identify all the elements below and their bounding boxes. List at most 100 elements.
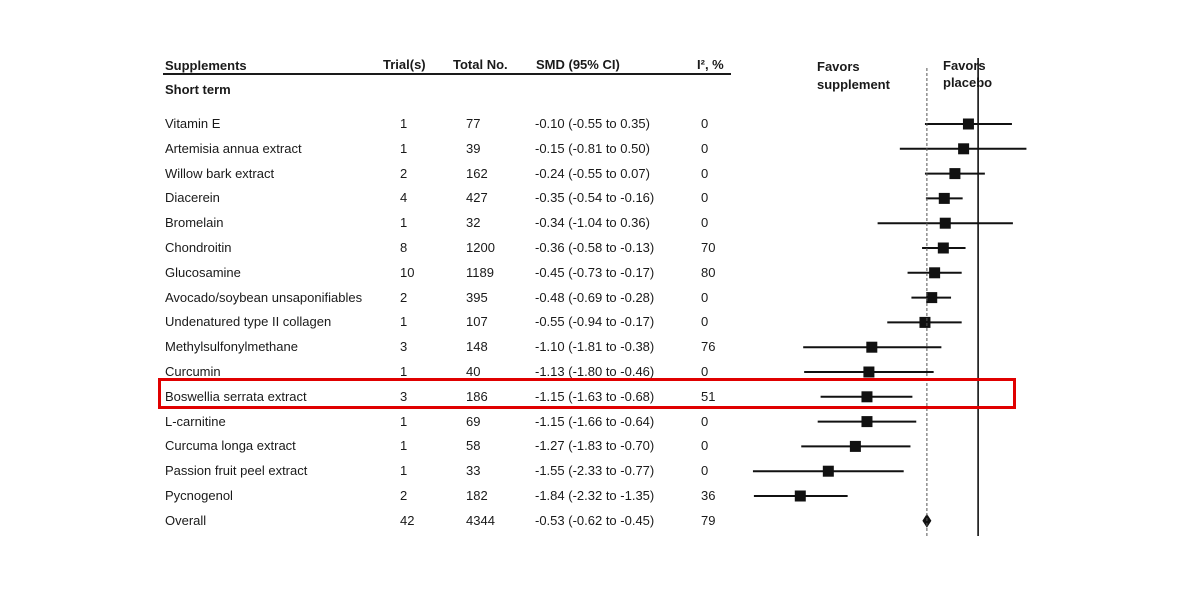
cell-trials: 1 — [400, 413, 408, 429]
cell-total: 40 — [466, 364, 481, 379]
col-header-total: Total No. — [453, 57, 508, 72]
cell-i2: 0 — [701, 463, 709, 479]
cell-i2: 0 — [701, 140, 709, 156]
cell-total: 32 — [466, 215, 481, 231]
forest-row — [753, 490, 848, 502]
cell-trials: 1 — [400, 463, 408, 479]
cell-name: Curcumin — [165, 364, 221, 379]
cell-i2: 51 — [701, 388, 716, 404]
cell-smd-text: -1.55 (-2.33 to -0.77) — [535, 463, 655, 479]
highlight-box — [158, 378, 1016, 409]
cell-smd-text: -0.10 (-0.55 to 0.35) — [535, 116, 650, 131]
cell-i2: 0 — [701, 289, 709, 305]
cell-trials: 1 — [400, 364, 408, 379]
point-estimate — [962, 118, 974, 130]
cell-total: 77 — [466, 116, 481, 131]
cell-name: Vitamin E — [165, 116, 221, 131]
favors-supplement-label-1: Favors — [817, 59, 860, 74]
forest-row — [922, 242, 966, 254]
point-estimate — [919, 316, 931, 328]
cell-name: Chondroitin — [165, 240, 232, 255]
cell-smd-text: -1.13 (-1.80 to -0.46) — [535, 364, 655, 379]
cell-total: 39 — [466, 140, 481, 156]
forest-row — [877, 217, 1013, 229]
forest-row — [911, 292, 952, 304]
forest-row — [804, 366, 934, 378]
point-estimate — [958, 143, 970, 155]
cell-total: 1189 — [466, 264, 494, 280]
forest-row — [887, 316, 962, 328]
point-estimate — [794, 490, 806, 502]
forest-row — [925, 192, 963, 204]
favors-placebo-label-1: Favors — [943, 58, 986, 73]
cell-smd-text: -0.34 (-1.04 to 0.36) — [535, 215, 650, 231]
cell-i2: 79 — [701, 512, 716, 528]
cell-trials: 4 — [400, 190, 408, 206]
cell-total: 1200 — [466, 240, 495, 255]
cell-name: Glucosamine — [165, 264, 241, 280]
cell-name: Diacerein — [165, 190, 220, 206]
col-header-trials: Trial(s) — [383, 57, 426, 72]
cell-smd-text: -1.15 (-1.66 to -0.64) — [535, 413, 655, 429]
cell-i2: 80 — [701, 264, 716, 280]
cell-total: 107 — [466, 314, 488, 330]
cell-trials: 1 — [400, 116, 408, 131]
point-estimate — [937, 242, 949, 254]
cell-total: 186 — [466, 388, 488, 404]
cell-i2: 0 — [701, 314, 709, 330]
cell-name: Willow bark extract — [165, 165, 275, 181]
cell-total: 33 — [466, 463, 481, 479]
cell-smd-text: -1.10 (-1.81 to -0.38) — [535, 339, 655, 355]
col-header-smd: SMD (95% CI) — [536, 57, 620, 72]
cell-trials: 3 — [400, 388, 408, 404]
cell-trials: 3 — [400, 339, 408, 355]
section-label: Short term — [165, 82, 231, 97]
cell-trials: 1 — [400, 314, 408, 330]
cell-name: Boswellia serrata extract — [165, 388, 307, 404]
cell-trials: 2 — [400, 488, 408, 503]
forest-row — [924, 168, 985, 180]
cell-smd-text: -0.36 (-0.58 to -0.13) — [535, 240, 655, 255]
cell-smd-text: -0.15 (-0.81 to 0.50) — [535, 140, 650, 156]
cell-name: Pycnogenol — [165, 488, 233, 503]
header-rule — [163, 73, 731, 75]
cell-i2: 36 — [701, 488, 716, 503]
cell-total: 69 — [466, 413, 481, 429]
cell-trials: 10 — [400, 264, 415, 280]
point-estimate — [938, 192, 950, 204]
point-estimate — [929, 267, 941, 279]
cell-name: Overall — [165, 512, 207, 528]
cell-name: Undenatured type II collagen — [165, 314, 332, 330]
cell-smd-text: -0.24 (-0.55 to 0.07) — [535, 165, 650, 181]
cell-i2: 0 — [701, 190, 709, 206]
cell-i2: 0 — [701, 364, 709, 379]
point-estimate — [949, 168, 961, 180]
cell-i2: 76 — [701, 339, 716, 355]
col-header-supplements: Supplements — [165, 58, 247, 73]
point-estimate — [939, 217, 951, 229]
cell-smd-text: -1.27 (-1.83 to -0.70) — [535, 438, 655, 454]
cell-smd-text: -0.53 (-0.62 to -0.45) — [535, 512, 655, 528]
col-header-i2: I², % — [697, 57, 724, 72]
forest-row — [752, 465, 904, 477]
favors-supplement-label-2: supplement — [817, 77, 890, 92]
forest-row — [817, 416, 917, 428]
cell-i2: 0 — [701, 438, 709, 454]
cell-i2: 0 — [701, 215, 709, 231]
cell-name: Artemisia annua extract — [165, 140, 302, 156]
cell-i2: 70 — [701, 240, 716, 255]
cell-i2: 0 — [701, 116, 709, 131]
forest-row — [801, 440, 911, 452]
forest-row — [803, 341, 942, 353]
point-estimate — [822, 465, 834, 477]
cell-smd-text: -0.55 (-0.94 to -0.17) — [535, 314, 655, 330]
forest-row — [899, 143, 1027, 155]
point-estimate — [861, 391, 873, 403]
cell-trials: 1 — [400, 140, 408, 156]
forest-row — [820, 391, 913, 403]
favors-placebo-label-2: placebo — [943, 75, 993, 90]
forest-row — [924, 118, 1012, 130]
cell-total: 182 — [466, 488, 488, 503]
point-estimate — [849, 440, 861, 452]
